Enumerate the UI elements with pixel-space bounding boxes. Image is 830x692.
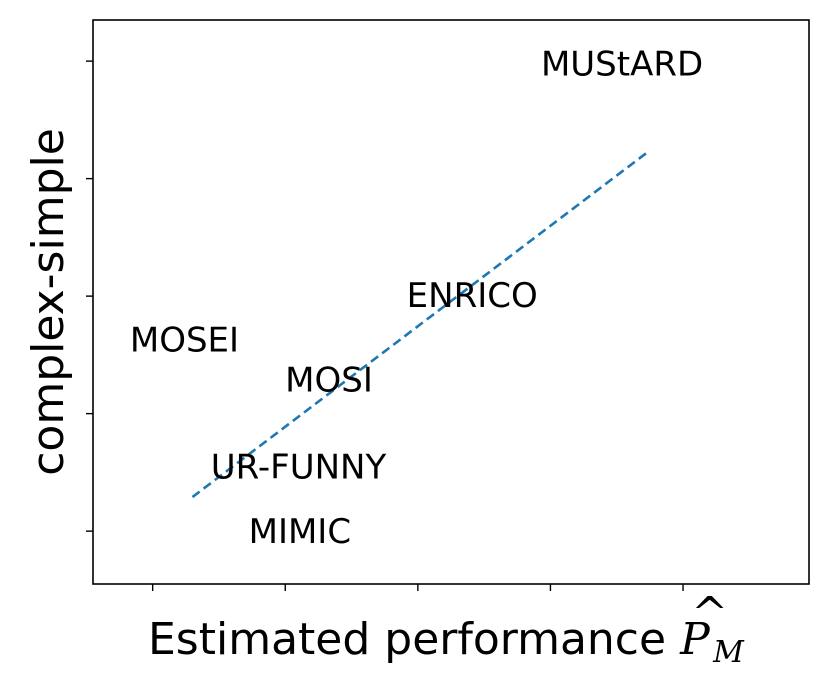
y-axis-label: complex-simple	[23, 128, 74, 476]
point-label-ur-funny: UR-FUNNY	[211, 448, 387, 488]
x-axis-label-subscript: M	[712, 635, 745, 670]
data-labels: MUStARD ENRICO MOSEI MOSI UR-FUNNY MIMIC	[130, 44, 703, 552]
x-axis-label-symbol: P	[679, 614, 711, 665]
axis-ticks	[86, 60, 684, 591]
x-axis-label-hat: ^	[691, 588, 728, 639]
trend-line	[191, 149, 651, 499]
x-axis-label: Estimated performance	[148, 614, 666, 665]
point-label-mosi: MOSI	[285, 361, 373, 401]
point-label-mimic: MIMIC	[249, 512, 351, 552]
point-label-enrico: ENRICO	[407, 276, 538, 316]
point-label-mosei: MOSEI	[130, 321, 239, 361]
trend-line-group	[191, 149, 651, 499]
x-axis-label-group: Estimated performance P ^ M	[148, 588, 745, 670]
point-label-mustard: MUStARD	[541, 44, 703, 84]
